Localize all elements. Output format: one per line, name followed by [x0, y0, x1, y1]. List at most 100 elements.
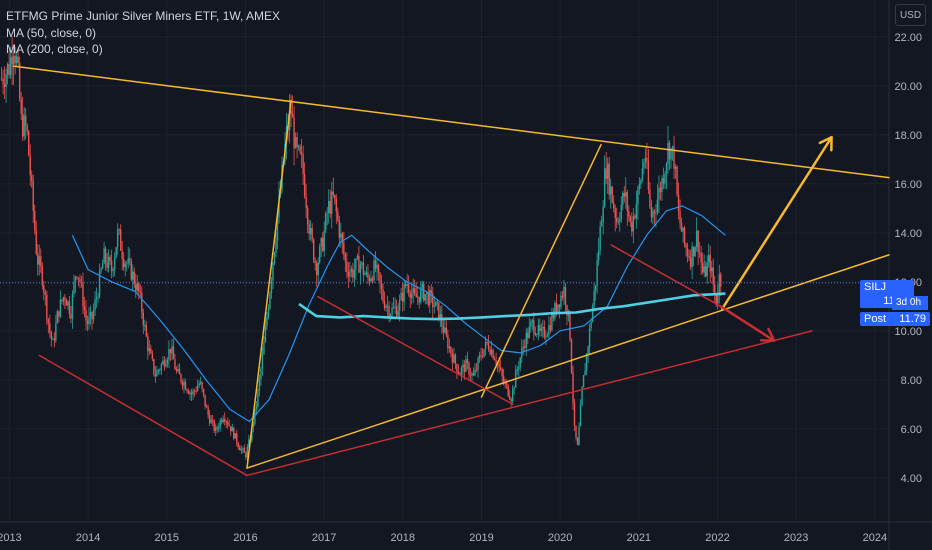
- candle-body: [389, 314, 392, 317]
- candle-body: [359, 264, 362, 273]
- candle-body: [157, 370, 160, 371]
- candle-body: [367, 272, 369, 278]
- candle-body: [668, 142, 671, 160]
- candle-body: [46, 294, 48, 319]
- candle-body: [227, 421, 229, 425]
- candle-body: [341, 233, 344, 243]
- candle-body: [415, 293, 417, 298]
- currency-button[interactable]: USD: [895, 4, 926, 26]
- candle-body: [31, 175, 33, 181]
- candle-body: [123, 259, 125, 268]
- candle-body: [317, 262, 319, 276]
- candle-body: [483, 349, 485, 357]
- candle-body: [328, 200, 330, 214]
- candle-body: [334, 194, 336, 200]
- candle-body: [522, 346, 524, 348]
- candle-body: [477, 358, 479, 370]
- candle-body: [23, 115, 25, 137]
- legend-ma200[interactable]: MA (200, close, 0): [6, 42, 103, 56]
- candle-body: [28, 131, 30, 156]
- candle-body: [293, 117, 295, 148]
- candle-body: [373, 260, 375, 281]
- candle-body: [677, 194, 680, 211]
- candle-body: [356, 255, 359, 259]
- candle-body: [311, 228, 313, 240]
- candle-body: [462, 364, 464, 368]
- candle-body: [76, 276, 78, 278]
- candle-body: [355, 258, 357, 270]
- candle-body: [518, 367, 520, 370]
- candle-body: [270, 280, 273, 293]
- candle-body: [587, 346, 589, 355]
- candle-body: [166, 359, 169, 364]
- candle-body: [67, 301, 69, 306]
- x-tick-label: 2014: [76, 532, 100, 544]
- candle-body: [353, 269, 356, 278]
- candle-body: [492, 349, 494, 359]
- time-axis[interactable]: 2013 2014 2015 2016 2017 2018 2019 2020 2021 2022…: [0, 532, 887, 544]
- legend-ma50[interactable]: MA (50, close, 0): [6, 25, 97, 40]
- candle-body: [243, 448, 246, 453]
- candle-body: [638, 184, 641, 189]
- candle-body: [469, 374, 472, 376]
- candle-body: [540, 328, 543, 331]
- candle-body: [37, 253, 39, 265]
- candle-body: [543, 326, 546, 337]
- candle-body: [85, 310, 87, 321]
- candle-body: [561, 295, 564, 298]
- candle-body: [430, 290, 432, 294]
- candle-body: [420, 288, 422, 303]
- candle-body: [407, 284, 410, 293]
- candle-body: [676, 166, 678, 195]
- candle-body: [199, 382, 202, 384]
- candle-body: [24, 115, 27, 126]
- candle-body: [581, 387, 583, 406]
- candle-body: [148, 348, 151, 352]
- candle-body: [533, 320, 535, 333]
- candle-body: [444, 327, 446, 333]
- candle-body: [417, 296, 419, 298]
- candle-body: [569, 311, 571, 340]
- candle-body: [32, 180, 34, 211]
- candle-body: [463, 364, 466, 372]
- trendlines[interactable]: [12, 65, 890, 477]
- candle-body: [59, 299, 62, 317]
- y-tick-label: 14.00: [894, 228, 922, 240]
- candle-body: [596, 260, 598, 286]
- candle-body: [537, 324, 540, 335]
- candle-body: [26, 125, 28, 132]
- candle-body: [154, 373, 157, 377]
- candle-body: [233, 427, 235, 439]
- candle-body: [613, 202, 615, 209]
- candle-body: [47, 318, 50, 324]
- candle-body: [65, 299, 68, 306]
- candle-body: [275, 240, 277, 253]
- candle-body: [539, 324, 541, 331]
- candle-body: [201, 382, 203, 389]
- candle-body: [213, 420, 215, 431]
- candle-body: [214, 427, 217, 431]
- candle-body: [377, 264, 380, 273]
- candle-body: [603, 168, 606, 207]
- candle-body: [136, 283, 138, 291]
- post-market-tag: Post 11.79: [860, 312, 930, 326]
- candle-body: [217, 427, 220, 429]
- candle-body: [650, 207, 653, 218]
- candle-body: [619, 219, 621, 222]
- candle-body: [181, 381, 184, 386]
- candle-body: [686, 248, 689, 256]
- candle-body: [623, 192, 625, 197]
- candle-body: [706, 262, 708, 277]
- candle-body: [457, 372, 460, 374]
- legend-title[interactable]: ETFMG Prime Junior Silver Miners ETF, 1W…: [6, 9, 281, 23]
- candle-body: [698, 252, 701, 254]
- candle-body: [186, 389, 188, 392]
- candle-body: [671, 146, 674, 149]
- candle-body: [211, 419, 214, 421]
- candle-body: [504, 382, 506, 384]
- candle-body: [291, 113, 294, 118]
- candle-body: [73, 282, 75, 294]
- candle-body: [263, 341, 265, 355]
- candle-body: [383, 301, 386, 309]
